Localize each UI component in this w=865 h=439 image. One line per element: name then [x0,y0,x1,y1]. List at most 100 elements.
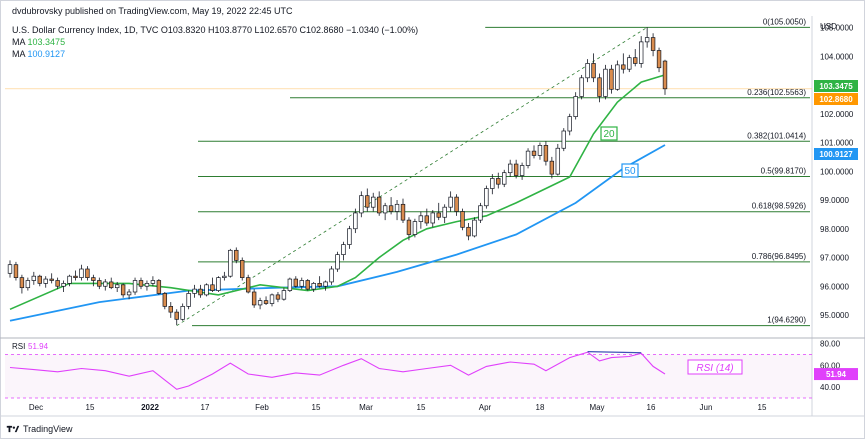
candle-body [234,249,239,261]
candle-body [371,196,376,208]
candle-body [73,275,78,278]
time-tick-label: 18 [536,403,545,412]
candle-body [353,212,358,230]
candle-body [656,50,662,69]
price-tick-label: 104.0000 [820,52,854,61]
candle-body [591,63,596,79]
rsi-title: RSI (14) [696,363,733,374]
price-tick-label: 96.0000 [820,282,849,291]
ma-label-text: 20 [603,129,615,140]
candle-body [478,205,483,221]
candle-body [543,145,549,162]
rsi-line [9,351,666,390]
candle-body [222,275,227,278]
price-tag [814,80,858,92]
candle-body [85,268,90,278]
candle-body [400,203,406,221]
candle-body [156,280,162,294]
tradingview-brand: TradingView [23,424,73,434]
publisher-line: dvdubrovsky published on TradingView.com… [12,6,293,16]
rsi-value-tag-label: 51.94 [826,370,847,379]
candle-body [79,268,84,278]
candle-body [263,300,269,304]
candle-body [406,219,412,235]
ma50-line [9,144,666,322]
ma1-label: MA [12,37,26,47]
ma2-value: 100.9127 [27,49,66,59]
price-tick-label: 100.0000 [820,167,854,176]
time-axis: Dec 15 2022 17 Feb 15 Mar 15 Apr 18 May 16 Jun 15 [29,403,767,412]
candle-body [513,163,519,176]
time-tick-label: 16 [647,403,656,412]
candle-body [621,64,626,70]
candle-body [120,284,126,296]
fibonacci-levels: 0(105.0050) 0.236(102.5563) 0.382(101.0414… [5,17,812,327]
fib-level-label: 1(94.6290) [767,316,806,325]
candle-body [436,212,441,218]
price-tag-label: 103.3475 [819,82,853,91]
time-tick-label: Jun [700,403,713,412]
candle-body [365,195,370,208]
candle-body [180,306,185,320]
ma-label-box [600,126,618,141]
candle-body [19,277,25,289]
price-tag [814,148,858,160]
candle-body [627,57,632,70]
price-tick-label: 99.0000 [820,196,849,205]
candle-body [502,172,507,185]
candle-body [448,196,453,208]
candle-body [299,280,304,287]
candle-body [484,188,489,207]
tradingview-logo: TradingView [6,424,73,434]
candle-body [114,284,120,289]
candle-body [31,275,37,281]
time-tick-label: 2022 [141,403,159,412]
time-tick-label: 15 [312,403,321,412]
price-tick-label: 101.0000 [820,139,854,148]
candle-body [490,178,495,189]
candle-body [531,150,537,156]
candle-body [287,278,293,291]
price-tag-label: 100.9127 [819,150,853,159]
ma20-line [9,74,666,311]
candle-body [507,163,513,174]
candle-body [251,291,257,306]
candle-body [186,293,191,307]
candle-body [162,293,168,307]
candle-body [210,284,215,291]
time-tick-label: Dec [29,403,43,412]
fib-trend-line [176,27,648,327]
candle-body [329,268,334,283]
candle-body [97,280,102,287]
candle-body [347,228,352,245]
rsi-tick-label: 80.00 [820,339,841,348]
candle-body [281,290,287,300]
ma-label-text: 50 [624,166,636,177]
candle-body [25,280,31,289]
price-tick-label: 105.0000 [820,24,854,33]
candle-body [204,284,209,296]
candle-body [573,96,578,117]
rsi-title-box [687,359,743,375]
fib-level-label: 0(105.0050) [763,17,806,26]
candle-body [43,278,48,284]
candle-body [412,221,418,235]
candle-body [537,145,543,156]
fib-level-label: 0.618(98.5926) [752,202,807,211]
ma1-value: 103.3475 [27,37,66,47]
candle-body [496,178,501,185]
candle-body [579,77,584,97]
candle-body [293,278,299,287]
fib-level-label: 0.786(96.8495) [752,252,807,261]
candle-body [609,68,614,90]
candles [7,27,668,326]
candle-body [198,288,203,296]
rsi-value-tag [814,368,858,381]
price-tag-label: 102.8680 [819,95,853,104]
candle-body [305,280,310,290]
candle-body [603,68,608,97]
candle-body [37,275,42,284]
candle-body [442,206,447,218]
